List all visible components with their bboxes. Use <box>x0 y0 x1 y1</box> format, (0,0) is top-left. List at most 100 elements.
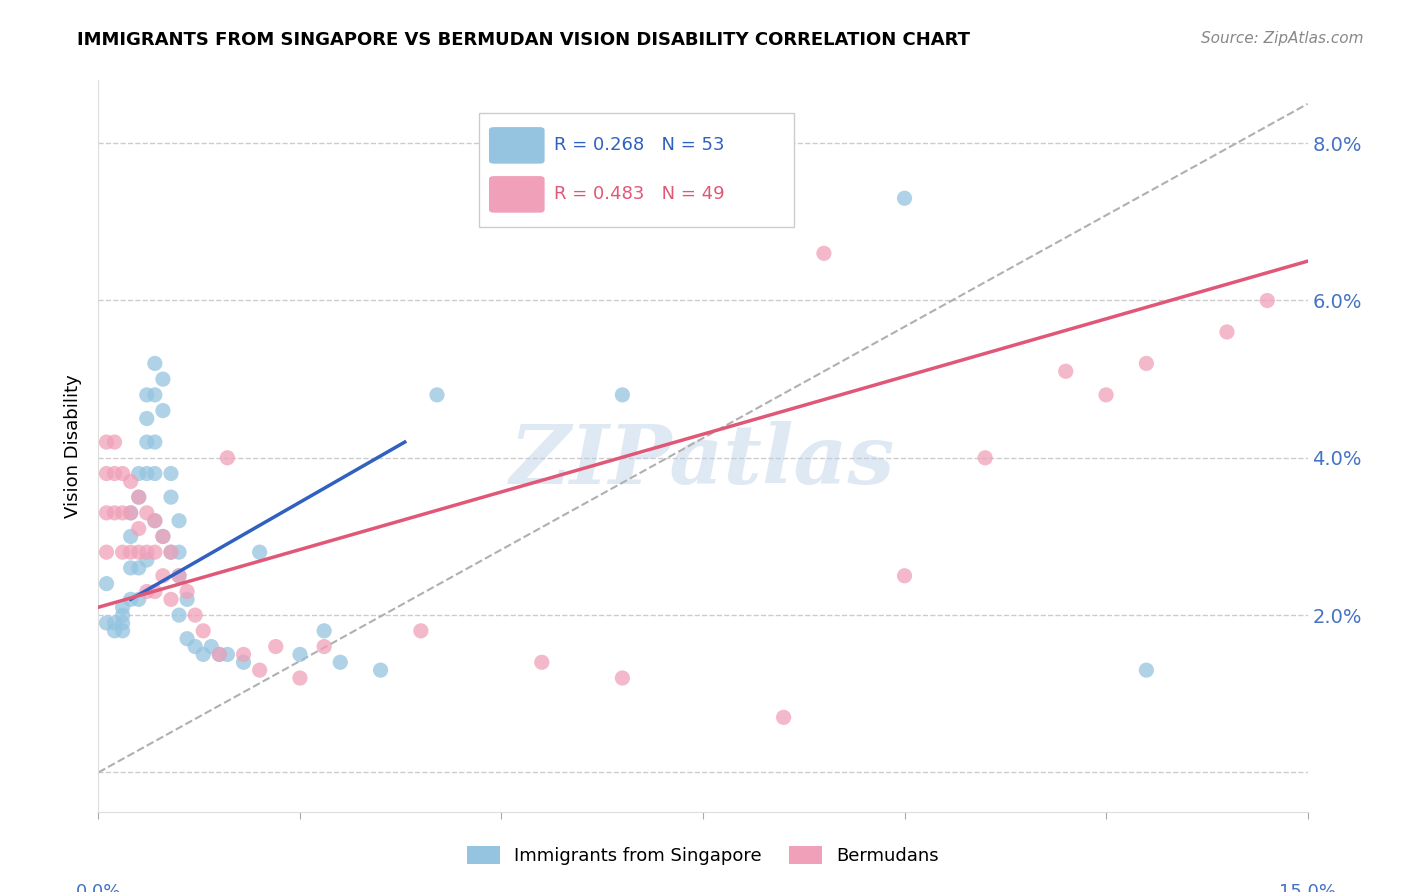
Point <box>426 388 449 402</box>
Point <box>111 624 134 638</box>
Point <box>160 545 183 559</box>
Point <box>152 529 174 543</box>
Point <box>143 514 166 528</box>
Text: ZIPatlas: ZIPatlas <box>510 421 896 500</box>
Point <box>314 640 336 654</box>
Point <box>160 467 183 481</box>
Point <box>232 655 254 669</box>
Point <box>167 568 190 582</box>
Point <box>193 624 215 638</box>
Point <box>232 648 254 662</box>
Point <box>128 545 150 559</box>
Point <box>184 640 207 654</box>
Y-axis label: Vision Disability: Vision Disability <box>65 374 83 518</box>
Point <box>217 648 239 662</box>
Point <box>120 592 142 607</box>
Point <box>217 450 239 465</box>
Point <box>160 545 183 559</box>
Point <box>120 506 142 520</box>
Point <box>288 648 311 662</box>
Point <box>167 545 190 559</box>
Point <box>135 506 157 520</box>
Point <box>143 584 166 599</box>
Text: R = 0.268   N = 53: R = 0.268 N = 53 <box>554 136 724 154</box>
Point <box>329 655 352 669</box>
Point <box>152 529 174 543</box>
Point <box>1054 364 1077 378</box>
Point <box>96 467 118 481</box>
Point <box>143 356 166 370</box>
Point <box>111 600 134 615</box>
Point <box>103 615 125 630</box>
Point <box>96 506 118 520</box>
Point <box>128 592 150 607</box>
Point <box>143 467 166 481</box>
Point <box>120 506 142 520</box>
Point <box>111 608 134 623</box>
Point <box>314 624 336 638</box>
Point <box>143 545 166 559</box>
Point <box>143 435 166 450</box>
Point <box>772 710 794 724</box>
Point <box>193 648 215 662</box>
Text: IMMIGRANTS FROM SINGAPORE VS BERMUDAN VISION DISABILITY CORRELATION CHART: IMMIGRANTS FROM SINGAPORE VS BERMUDAN VI… <box>77 31 970 49</box>
Point <box>152 403 174 417</box>
Point <box>184 608 207 623</box>
Text: R = 0.483   N = 49: R = 0.483 N = 49 <box>554 186 725 203</box>
Point <box>135 553 157 567</box>
Point <box>208 648 231 662</box>
Point <box>143 514 166 528</box>
Text: 0.0%: 0.0% <box>76 882 121 892</box>
Point <box>530 655 553 669</box>
Point <box>96 615 118 630</box>
Point <box>103 506 125 520</box>
Legend: Immigrants from Singapore, Bermudans: Immigrants from Singapore, Bermudans <box>460 839 946 872</box>
Point <box>111 545 134 559</box>
Point <box>893 568 915 582</box>
Point <box>128 490 150 504</box>
Point <box>813 246 835 260</box>
Point <box>96 576 118 591</box>
Point <box>96 545 118 559</box>
Point <box>612 671 634 685</box>
Point <box>111 615 134 630</box>
Point <box>103 435 125 450</box>
Point <box>264 640 287 654</box>
Point <box>1256 293 1278 308</box>
Point <box>1216 325 1239 339</box>
Point <box>128 490 150 504</box>
Point <box>135 584 157 599</box>
Point <box>176 592 198 607</box>
Point <box>135 467 157 481</box>
Point <box>135 388 157 402</box>
FancyBboxPatch shape <box>489 176 544 212</box>
Point <box>120 545 142 559</box>
Point <box>128 467 150 481</box>
FancyBboxPatch shape <box>489 127 544 163</box>
Point <box>160 592 183 607</box>
Point <box>103 624 125 638</box>
Point <box>152 568 174 582</box>
Text: 15.0%: 15.0% <box>1279 882 1336 892</box>
Point <box>1135 356 1157 370</box>
Point <box>143 388 166 402</box>
Point <box>409 624 432 638</box>
Point <box>176 632 198 646</box>
Point <box>103 467 125 481</box>
Point <box>249 663 271 677</box>
Point <box>128 561 150 575</box>
Point <box>612 388 634 402</box>
Point <box>176 584 198 599</box>
Point <box>249 545 271 559</box>
FancyBboxPatch shape <box>479 113 793 227</box>
Point <box>152 372 174 386</box>
Point <box>370 663 392 677</box>
Point <box>111 506 134 520</box>
Point <box>128 522 150 536</box>
Point <box>167 608 190 623</box>
Point <box>120 561 142 575</box>
Point <box>120 529 142 543</box>
Point <box>135 435 157 450</box>
Point <box>167 514 190 528</box>
Point <box>160 490 183 504</box>
